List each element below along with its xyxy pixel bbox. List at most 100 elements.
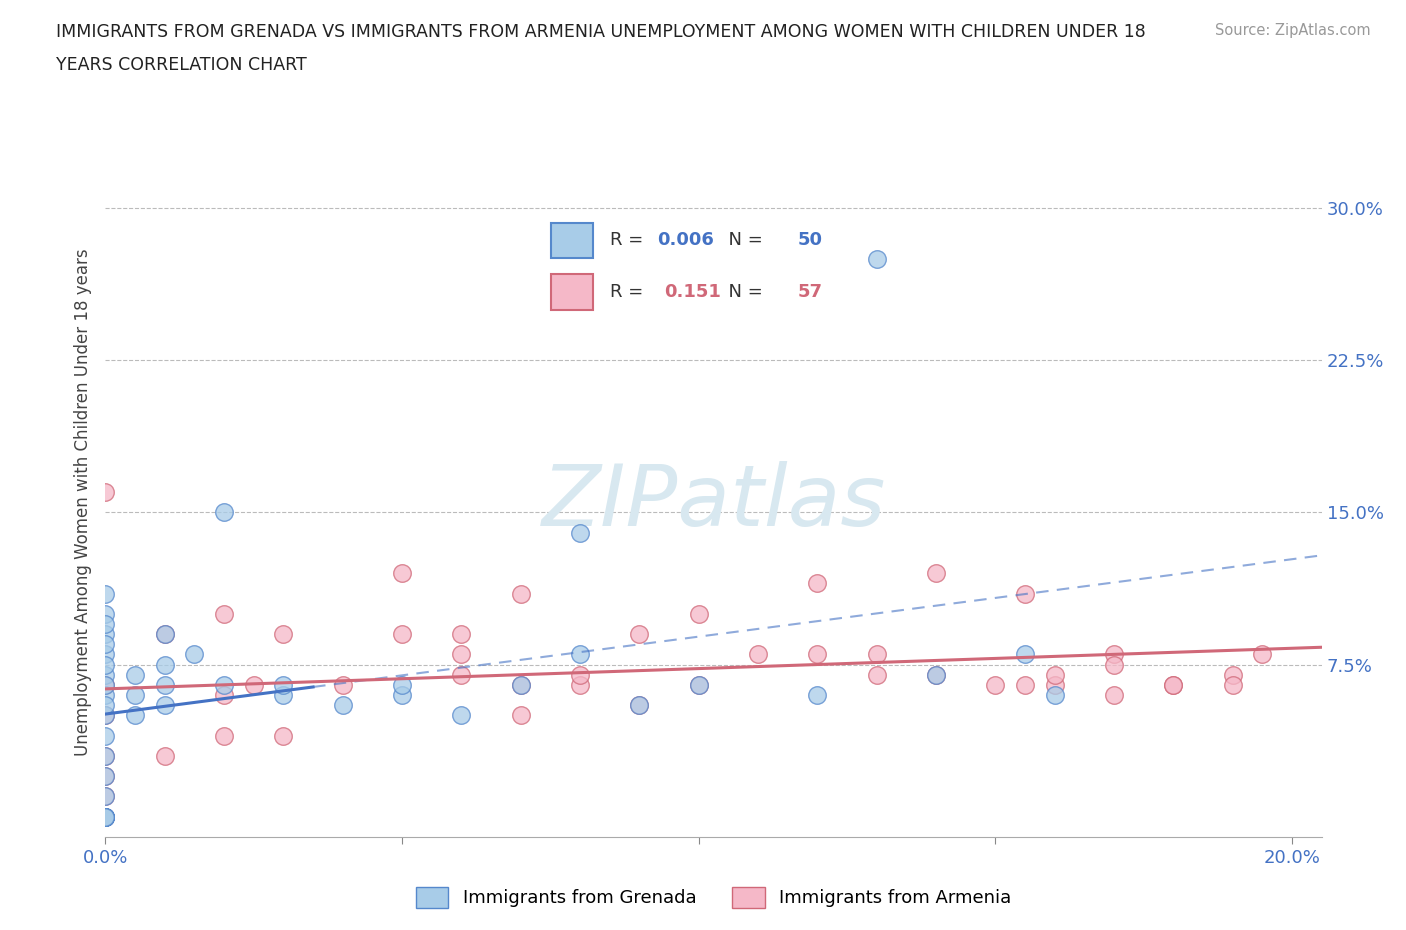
Point bbox=[925, 565, 948, 580]
Point bbox=[1163, 677, 1185, 692]
Point bbox=[94, 687, 117, 702]
Point bbox=[94, 647, 117, 662]
Point bbox=[1014, 586, 1036, 601]
Point bbox=[94, 809, 117, 824]
Point bbox=[94, 667, 117, 682]
Point bbox=[747, 647, 769, 662]
Text: IMMIGRANTS FROM GRENADA VS IMMIGRANTS FROM ARMENIA UNEMPLOYMENT AMONG WOMEN WITH: IMMIGRANTS FROM GRENADA VS IMMIGRANTS FR… bbox=[56, 23, 1146, 41]
Point bbox=[1043, 667, 1066, 682]
Point bbox=[183, 647, 205, 662]
Point bbox=[94, 586, 117, 601]
Point bbox=[94, 809, 117, 824]
Point bbox=[94, 606, 117, 621]
Point bbox=[94, 789, 117, 804]
Point bbox=[866, 251, 889, 266]
Point bbox=[806, 576, 828, 591]
Point bbox=[153, 677, 176, 692]
Point bbox=[806, 687, 828, 702]
Point bbox=[509, 677, 531, 692]
Point bbox=[509, 677, 531, 692]
Point bbox=[153, 627, 176, 642]
Point bbox=[212, 677, 235, 692]
Point bbox=[450, 708, 472, 723]
Point bbox=[94, 749, 117, 764]
Point bbox=[94, 728, 117, 743]
Point bbox=[1163, 677, 1185, 692]
Point bbox=[273, 728, 295, 743]
Point bbox=[866, 647, 889, 662]
Point bbox=[450, 627, 472, 642]
Point bbox=[1014, 677, 1036, 692]
Point bbox=[94, 789, 117, 804]
Point bbox=[1043, 687, 1066, 702]
Point bbox=[212, 505, 235, 520]
Point bbox=[124, 708, 146, 723]
Point bbox=[94, 617, 117, 631]
Point bbox=[925, 667, 948, 682]
Point bbox=[94, 637, 117, 652]
Point bbox=[1014, 647, 1036, 662]
Point bbox=[124, 687, 146, 702]
Point bbox=[866, 667, 889, 682]
Text: ZIPatlas: ZIPatlas bbox=[541, 460, 886, 544]
Point bbox=[94, 809, 117, 824]
Point bbox=[391, 687, 413, 702]
Point bbox=[628, 627, 651, 642]
Point bbox=[153, 658, 176, 672]
Point bbox=[450, 647, 472, 662]
Point bbox=[806, 647, 828, 662]
Point bbox=[273, 627, 295, 642]
Point bbox=[94, 769, 117, 784]
Point bbox=[153, 749, 176, 764]
Point bbox=[94, 749, 117, 764]
Point bbox=[153, 698, 176, 712]
Point bbox=[1222, 677, 1244, 692]
Point bbox=[391, 627, 413, 642]
Point bbox=[391, 565, 413, 580]
Point bbox=[984, 677, 1007, 692]
Point bbox=[688, 677, 710, 692]
Point bbox=[94, 677, 117, 692]
Point bbox=[569, 647, 592, 662]
Point bbox=[94, 708, 117, 723]
Point bbox=[688, 606, 710, 621]
Y-axis label: Unemployment Among Women with Children Under 18 years: Unemployment Among Women with Children U… bbox=[73, 248, 91, 756]
Point bbox=[94, 809, 117, 824]
Point bbox=[94, 677, 117, 692]
Point bbox=[94, 809, 117, 824]
Point bbox=[212, 606, 235, 621]
Point bbox=[124, 667, 146, 682]
Point bbox=[1222, 667, 1244, 682]
Point bbox=[509, 586, 531, 601]
Legend: Immigrants from Grenada, Immigrants from Armenia: Immigrants from Grenada, Immigrants from… bbox=[408, 880, 1019, 915]
Point bbox=[332, 677, 354, 692]
Point bbox=[94, 809, 117, 824]
Point bbox=[450, 667, 472, 682]
Point bbox=[153, 627, 176, 642]
Point bbox=[1102, 687, 1125, 702]
Point bbox=[688, 677, 710, 692]
Point bbox=[1251, 647, 1274, 662]
Point bbox=[1102, 658, 1125, 672]
Point bbox=[212, 728, 235, 743]
Point bbox=[94, 809, 117, 824]
Point bbox=[1102, 647, 1125, 662]
Point bbox=[212, 687, 235, 702]
Point bbox=[1043, 677, 1066, 692]
Point bbox=[569, 667, 592, 682]
Point bbox=[391, 677, 413, 692]
Point bbox=[242, 677, 264, 692]
Text: Source: ZipAtlas.com: Source: ZipAtlas.com bbox=[1215, 23, 1371, 38]
Point bbox=[94, 627, 117, 642]
Point bbox=[273, 687, 295, 702]
Point bbox=[509, 708, 531, 723]
Point bbox=[94, 769, 117, 784]
Point bbox=[273, 677, 295, 692]
Point bbox=[94, 809, 117, 824]
Text: YEARS CORRELATION CHART: YEARS CORRELATION CHART bbox=[56, 56, 307, 73]
Point bbox=[628, 698, 651, 712]
Point bbox=[569, 525, 592, 540]
Point bbox=[94, 698, 117, 712]
Point bbox=[94, 485, 117, 499]
Point bbox=[569, 677, 592, 692]
